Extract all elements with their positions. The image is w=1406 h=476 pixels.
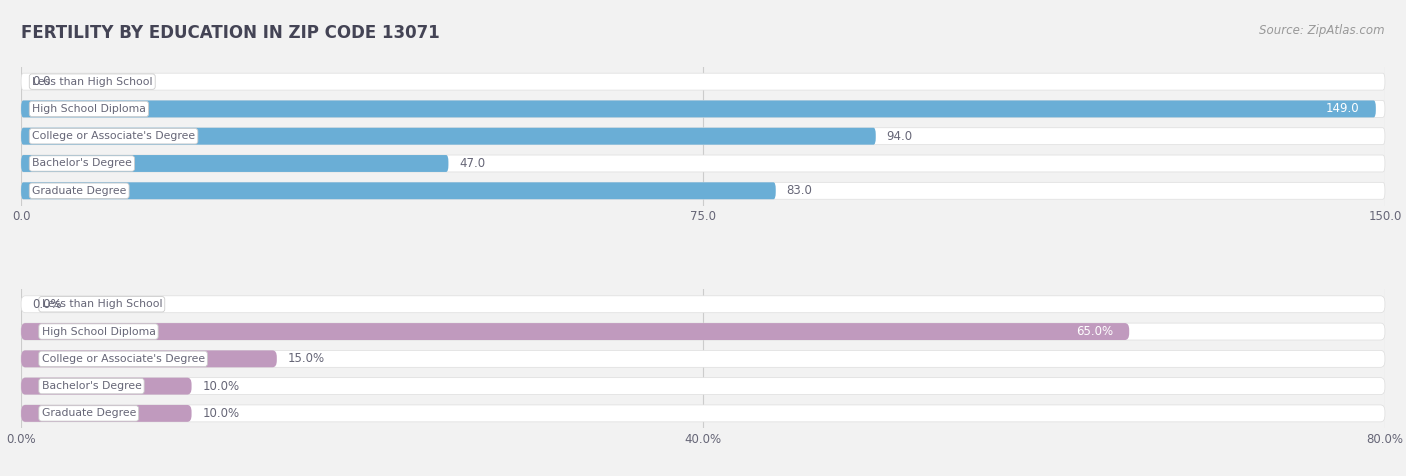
Text: 83.0: 83.0 [786,184,813,197]
FancyBboxPatch shape [21,100,1376,118]
FancyBboxPatch shape [21,350,277,367]
Text: 149.0: 149.0 [1326,102,1360,115]
FancyBboxPatch shape [21,155,1385,172]
FancyBboxPatch shape [21,128,1385,145]
FancyBboxPatch shape [21,405,1385,422]
Text: 0.0%: 0.0% [32,298,62,311]
FancyBboxPatch shape [21,100,1385,118]
Text: 65.0%: 65.0% [1076,325,1112,338]
Text: FERTILITY BY EDUCATION IN ZIP CODE 13071: FERTILITY BY EDUCATION IN ZIP CODE 13071 [21,24,440,42]
Text: 10.0%: 10.0% [202,407,239,420]
Text: 94.0: 94.0 [887,129,912,143]
Text: Bachelor's Degree: Bachelor's Degree [32,159,132,169]
FancyBboxPatch shape [21,323,1129,340]
Text: College or Associate's Degree: College or Associate's Degree [32,131,195,141]
Text: Bachelor's Degree: Bachelor's Degree [42,381,142,391]
FancyBboxPatch shape [21,73,1385,90]
FancyBboxPatch shape [21,182,1385,199]
Text: Less than High School: Less than High School [32,77,152,87]
Text: 15.0%: 15.0% [288,352,325,366]
FancyBboxPatch shape [21,323,1385,340]
Text: College or Associate's Degree: College or Associate's Degree [42,354,205,364]
FancyBboxPatch shape [21,405,191,422]
Text: 0.0: 0.0 [32,75,51,88]
Text: High School Diploma: High School Diploma [42,327,156,337]
FancyBboxPatch shape [21,155,449,172]
FancyBboxPatch shape [21,350,1385,367]
FancyBboxPatch shape [21,377,1385,395]
FancyBboxPatch shape [21,128,876,145]
Text: Graduate Degree: Graduate Degree [32,186,127,196]
Text: Less than High School: Less than High School [42,299,162,309]
Text: High School Diploma: High School Diploma [32,104,146,114]
Text: Graduate Degree: Graduate Degree [42,408,136,418]
FancyBboxPatch shape [21,296,1385,313]
FancyBboxPatch shape [21,182,776,199]
Text: 47.0: 47.0 [460,157,485,170]
Text: 10.0%: 10.0% [202,380,239,393]
Text: Source: ZipAtlas.com: Source: ZipAtlas.com [1260,24,1385,37]
FancyBboxPatch shape [21,377,191,395]
